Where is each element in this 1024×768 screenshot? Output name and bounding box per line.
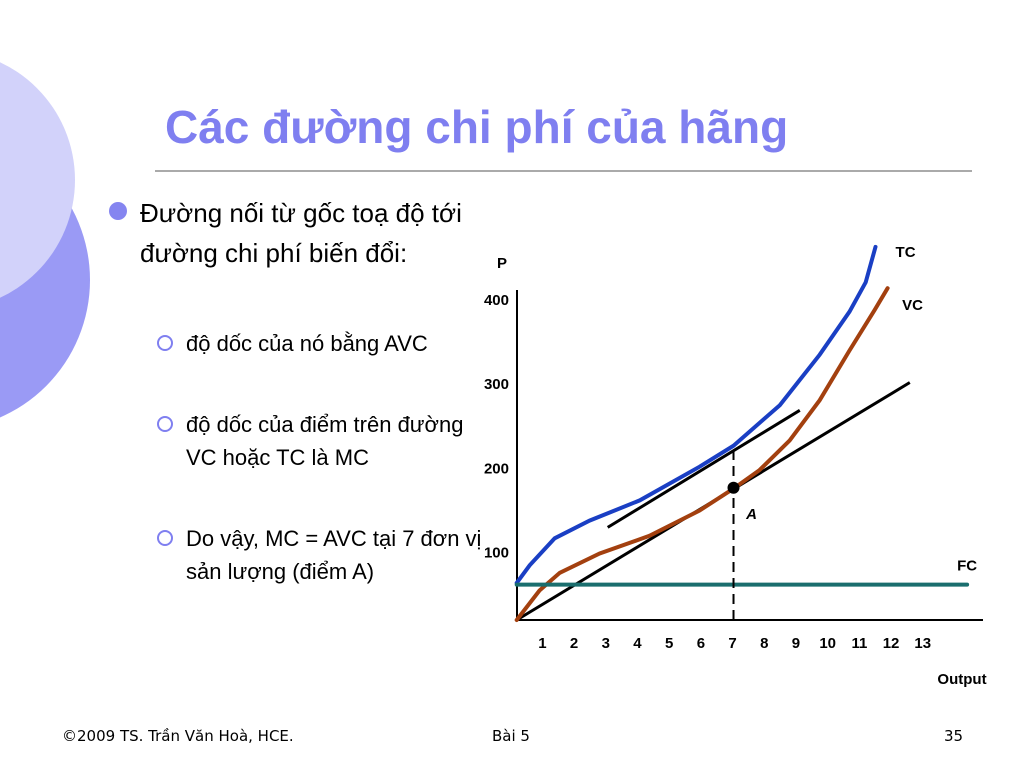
x-tick-label: 12: [883, 635, 900, 652]
y-tick-label: 400: [484, 292, 509, 309]
series-label: FC: [957, 558, 977, 575]
x-tick-label: 3: [602, 635, 610, 652]
sub-bullet: Do vậy, MC = AVC tại 7 đơn vị sản lượng …: [186, 526, 482, 584]
x-tick-label: 4: [633, 635, 642, 652]
x-tick-label: 10: [819, 635, 836, 652]
sub-marker: [157, 530, 173, 546]
footer-right: 35: [944, 727, 964, 745]
y-axis-label: P: [497, 255, 507, 272]
x-tick-label: 1: [538, 635, 546, 652]
series-label: VC: [902, 297, 923, 314]
x-tick-label: 11: [851, 635, 867, 652]
x-tick-label: 6: [697, 635, 705, 652]
bullet-dot: [109, 202, 127, 220]
sub-marker: [157, 416, 173, 432]
x-tick-label: 7: [728, 635, 736, 652]
y-tick-label: 300: [484, 376, 509, 393]
x-tick-label: 9: [792, 635, 800, 652]
footer-center: Bài 5: [492, 727, 530, 745]
sub-marker: [157, 335, 173, 351]
x-tick-label: 5: [665, 635, 673, 652]
point-marker: [727, 481, 740, 494]
x-tick-label: 2: [570, 635, 578, 652]
sub-bullet: độ dốc của điểm trên đường VC hoặc TC là…: [186, 412, 464, 470]
x-tick-label: 13: [914, 635, 931, 652]
footer-left: ©2009 TS. Trần Văn Hoà, HCE.: [62, 727, 294, 745]
point-label: A: [745, 506, 757, 523]
x-tick-label: 8: [760, 635, 768, 652]
series-label: TC: [896, 244, 916, 261]
deco-circle: [0, 62, 75, 298]
y-tick-label: 100: [484, 545, 509, 562]
series-line: [514, 244, 878, 585]
sub-bullet: độ dốc của nó bằng AVC: [186, 331, 428, 356]
x-axis-label: Output: [937, 671, 986, 688]
y-tick-label: 200: [484, 460, 509, 477]
slide-title: Các đường chi phí của hãng: [165, 101, 789, 153]
sub-markers: [157, 335, 173, 546]
bullet-text: Đường nối từ gốc toạ độ tới đường chi ph…: [140, 198, 462, 268]
tangent-line: [606, 409, 801, 529]
